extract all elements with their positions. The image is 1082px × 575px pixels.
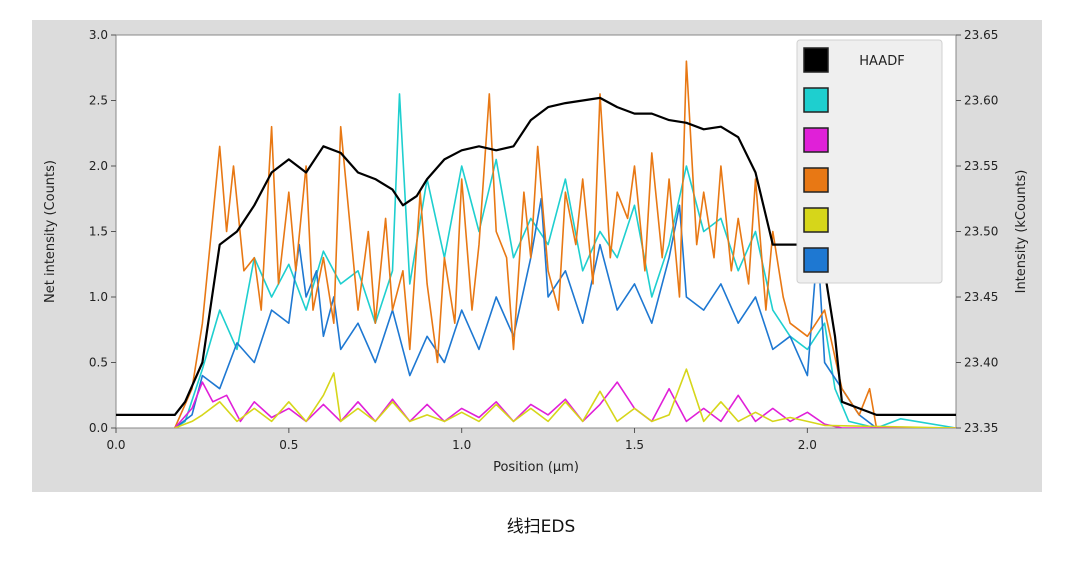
legend-swatch-2 [803, 127, 829, 153]
x-tick-label: 2.0 [798, 438, 817, 452]
x-tick-label: 1.0 [452, 438, 471, 452]
legend-swatch-3 [803, 167, 829, 193]
eds-line-scan-chart: 0.0 0.5 1.0 1.5 2.0 0.0 0.5 1.0 1.5 2.0 2.5 3.0 23.3… [43, 28, 1029, 475]
y-tick-label: 1.5 [89, 225, 108, 239]
series-line-4 [174, 368, 956, 428]
y2-tick-label: 23.40 [964, 356, 998, 370]
legend-label-0: HAADF [859, 54, 904, 69]
y-tick-label: 1.0 [89, 290, 108, 304]
y2-tick-label: 23.60 [964, 94, 998, 108]
y-tick-label: 0.5 [89, 356, 108, 370]
x-tick-label: 0.5 [279, 438, 298, 452]
series-line-3 [174, 60, 956, 428]
figure-caption: 线扫EDS [506, 517, 576, 537]
y-tick-label: 2.5 [89, 94, 108, 108]
y-tick-label: 3.0 [89, 28, 108, 42]
y2-tick-label: 23.45 [964, 290, 998, 304]
x-tick-label: 1.5 [625, 438, 644, 452]
x-tick-label: 0.0 [106, 438, 125, 452]
y-tick-label: 2.0 [89, 159, 108, 173]
legend-swatch-1 [803, 87, 829, 113]
legend-swatch-0 [803, 47, 829, 73]
legend-swatch-4 [803, 207, 829, 233]
y2-tick-label: 23.50 [964, 225, 998, 239]
y2-tick-label: 23.65 [964, 28, 998, 42]
x-axis-title: Position (μm) [493, 460, 579, 475]
y2-axis-title: Intensity (kCounts) [1014, 170, 1029, 294]
y2-tick-label: 23.35 [964, 421, 998, 435]
y-axis-title: Net intensity (Counts) [43, 160, 58, 303]
series-line-0 [116, 96, 956, 416]
y-tick-label: 0.0 [89, 421, 108, 435]
y2-tick-label: 23.55 [964, 159, 998, 173]
legend-swatch-5 [803, 247, 829, 273]
chart-panel: 0.0 0.5 1.0 1.5 2.0 0.0 0.5 1.0 1.5 2.0 2.5 3.0 23.3… [32, 20, 1042, 492]
legend-box [796, 39, 943, 284]
series-line-2 [174, 381, 956, 428]
